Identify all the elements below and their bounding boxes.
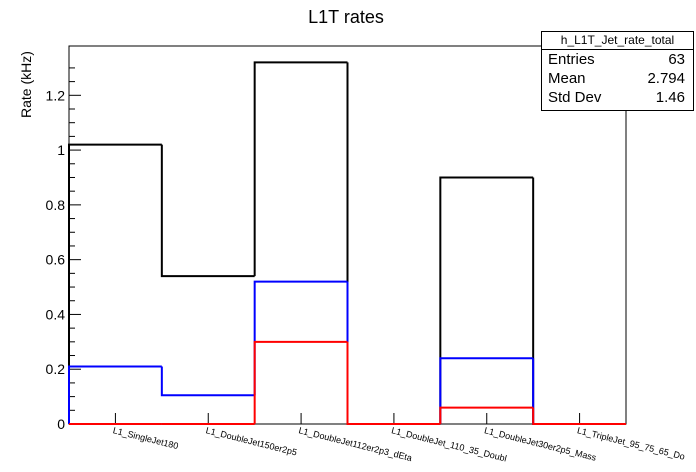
histogram-bin-bar (439, 406, 534, 424)
y-tick-label: 0 (57, 416, 65, 432)
x-tick-label: L1_SingleJet180 (112, 425, 179, 451)
stats-entries-label: Entries (548, 51, 595, 68)
y-tick-label: 1.2 (46, 87, 66, 103)
stats-mean-value: 2.794 (647, 70, 685, 87)
y-tick-label: 0.8 (46, 197, 66, 213)
histogram-bin-bar (439, 176, 534, 424)
stats-entries-row: Entries 63 (542, 50, 693, 69)
stats-mean-label: Mean (548, 70, 586, 87)
x-axis: L1_SingleJet180 L1_DoubleJet150er2p5 L1_Do… (112, 413, 686, 464)
histogram-bin-bar (346, 341, 441, 425)
stats-stddev-value: 1.46 (655, 89, 685, 106)
histogram-bin-bar (346, 281, 441, 425)
y-tick-label: 0.6 (46, 252, 66, 268)
x-tick-label: L1_DoubleJet150er2p5 (205, 425, 298, 457)
stats-mean-row: Mean 2.794 (542, 69, 693, 88)
y-tick-label: 0.4 (46, 306, 66, 322)
stats-histogram-name: h_L1T_Jet_rate_total (542, 32, 693, 50)
histogram-bin-bar (160, 366, 255, 397)
histogram-bin-bar (253, 340, 348, 424)
histogram-bin-bar (253, 61, 348, 277)
histogram-bin-bar (439, 357, 534, 424)
y-tick-label: 0.2 (46, 361, 66, 377)
histogram-bin-bar (160, 144, 255, 278)
histogram-bin-bar (253, 280, 348, 396)
stats-box: h_L1T_Jet_rate_total Entries 63 Mean 2.7… (541, 31, 694, 111)
histogram-bin-bar (346, 62, 441, 425)
stats-entries-value: 63 (668, 51, 685, 68)
histogram-bin-bar (68, 365, 162, 424)
chart-title: L1T rates (308, 7, 384, 27)
stats-stddev-label: Std Dev (548, 89, 602, 106)
histogram-bin-bar (532, 177, 626, 425)
stats-stddev-row: Std Dev 1.46 (542, 88, 693, 107)
histogram-bin-bar (532, 407, 626, 425)
histogram-series-3 (69, 340, 626, 425)
y-tick-label: 1 (57, 142, 65, 158)
histogram-bin-bar (68, 143, 162, 424)
y-axis: 0 0.2 0.4 0.6 0.8 1 1.2 (46, 67, 81, 432)
histogram-series (68, 61, 626, 425)
y-axis-label: Rate (kHz) (18, 51, 34, 118)
